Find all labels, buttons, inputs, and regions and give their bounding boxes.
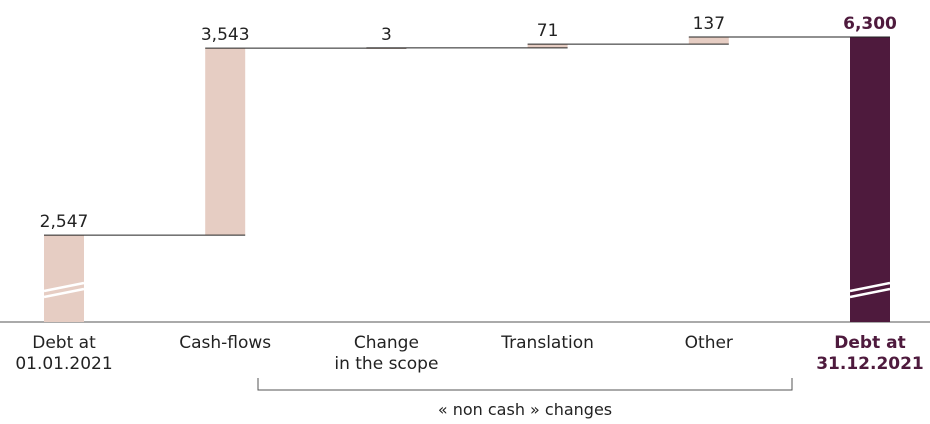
value-label: 3 <box>381 25 392 45</box>
x-tick-label: Debt at 31.12.2021 <box>816 333 924 374</box>
x-tick-label: Other <box>684 333 733 353</box>
axis-break <box>43 281 85 299</box>
bar <box>527 44 568 48</box>
value-label: 71 <box>537 21 559 41</box>
value-label: 3,543 <box>201 25 250 45</box>
bar <box>850 37 890 322</box>
value-label: 137 <box>693 14 725 34</box>
x-tick-label: Debt at 01.01.2021 <box>15 333 113 374</box>
x-tick-label: Change in the scope <box>334 333 439 374</box>
value-label: 2,547 <box>40 212 89 232</box>
x-tick-label: Translation <box>501 333 594 353</box>
axis-break <box>849 281 891 299</box>
bar <box>44 235 84 322</box>
bar <box>205 48 246 236</box>
bracket <box>257 378 793 391</box>
annotation: « non cash » changes <box>437 400 613 419</box>
x-tick-label: Cash-flows <box>179 333 272 353</box>
value-label: 6,300 <box>843 14 897 34</box>
bar <box>688 36 729 45</box>
